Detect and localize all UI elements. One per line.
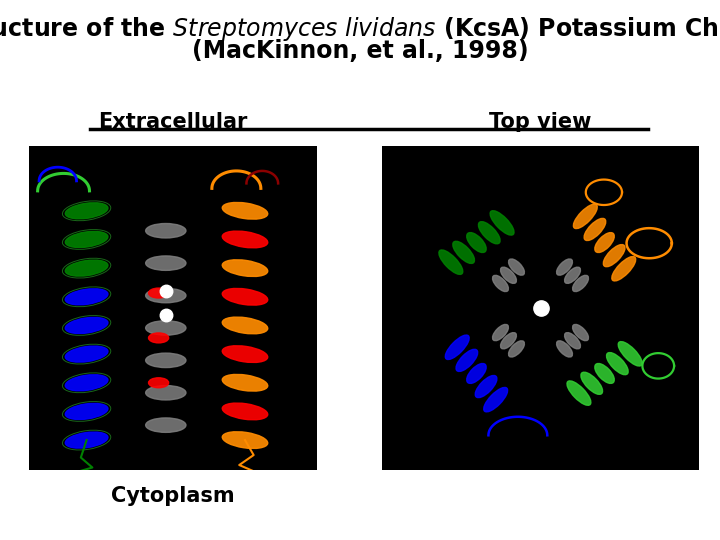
Text: Cytoplasm: Cytoplasm bbox=[111, 486, 235, 506]
Text: Top view: Top view bbox=[489, 112, 591, 132]
Text: Extracellular: Extracellular bbox=[98, 112, 248, 132]
Text: (MacKinnon, et al., 1998): (MacKinnon, et al., 1998) bbox=[192, 39, 528, 63]
Text: Structure of the $\mathit{Streptomyces\ lividans}$ (KcsA) Potassium Chann: Structure of the $\mathit{Streptomyces\ … bbox=[0, 15, 720, 43]
